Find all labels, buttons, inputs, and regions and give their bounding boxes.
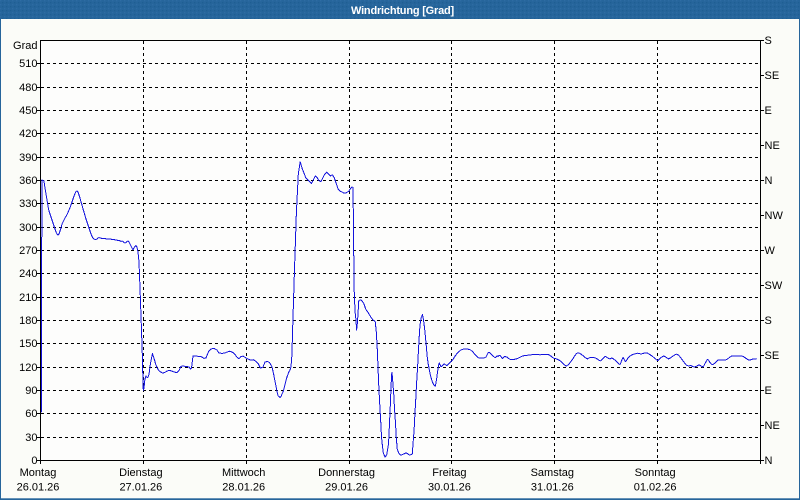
svg-text:360: 360 <box>19 175 37 187</box>
svg-text:240: 240 <box>19 268 37 280</box>
svg-text:60: 60 <box>25 408 37 420</box>
svg-text:NW: NW <box>765 210 784 222</box>
svg-text:N: N <box>765 455 773 467</box>
svg-text:SW: SW <box>765 280 783 292</box>
svg-text:26.01.26: 26.01.26 <box>17 482 60 494</box>
svg-text:120: 120 <box>19 362 37 374</box>
svg-text:0: 0 <box>31 455 37 467</box>
svg-text:150: 150 <box>19 338 37 350</box>
svg-text:30.01.26: 30.01.26 <box>428 482 471 494</box>
svg-text:28.01.26: 28.01.26 <box>222 482 265 494</box>
svg-text:330: 330 <box>19 198 37 210</box>
svg-text:E: E <box>765 105 772 117</box>
svg-text:S: S <box>765 315 772 327</box>
svg-text:29.01.26: 29.01.26 <box>325 482 368 494</box>
svg-text:SE: SE <box>765 350 780 362</box>
svg-text:Grad: Grad <box>13 40 37 52</box>
svg-text:450: 450 <box>19 105 37 117</box>
svg-text:Freitag: Freitag <box>432 467 466 479</box>
svg-text:180: 180 <box>19 315 37 327</box>
svg-text:270: 270 <box>19 245 37 257</box>
svg-text:SE: SE <box>765 70 780 82</box>
svg-text:W: W <box>765 245 776 257</box>
svg-text:01.02.26: 01.02.26 <box>634 482 677 494</box>
svg-text:420: 420 <box>19 128 37 140</box>
svg-text:NE: NE <box>765 420 780 432</box>
svg-text:E: E <box>765 385 772 397</box>
svg-text:NE: NE <box>765 140 780 152</box>
svg-text:Samstag: Samstag <box>531 467 574 479</box>
svg-text:Donnerstag: Donnerstag <box>318 467 375 479</box>
svg-text:90: 90 <box>25 385 37 397</box>
svg-text:30: 30 <box>25 432 37 444</box>
svg-text:Windrichtung [Grad]: Windrichtung [Grad] <box>351 5 455 17</box>
svg-text:Dienstag: Dienstag <box>119 467 162 479</box>
svg-text:N: N <box>765 175 773 187</box>
svg-text:Montag: Montag <box>20 467 57 479</box>
svg-text:27.01.26: 27.01.26 <box>119 482 162 494</box>
svg-text:480: 480 <box>19 82 37 94</box>
svg-text:Mittwoch: Mittwoch <box>222 467 265 479</box>
svg-text:31.01.26: 31.01.26 <box>531 482 574 494</box>
svg-text:Sonntag: Sonntag <box>635 467 676 479</box>
svg-text:390: 390 <box>19 152 37 164</box>
svg-text:300: 300 <box>19 222 37 234</box>
svg-text:S: S <box>765 35 772 47</box>
svg-text:510: 510 <box>19 58 37 70</box>
svg-text:210: 210 <box>19 292 37 304</box>
